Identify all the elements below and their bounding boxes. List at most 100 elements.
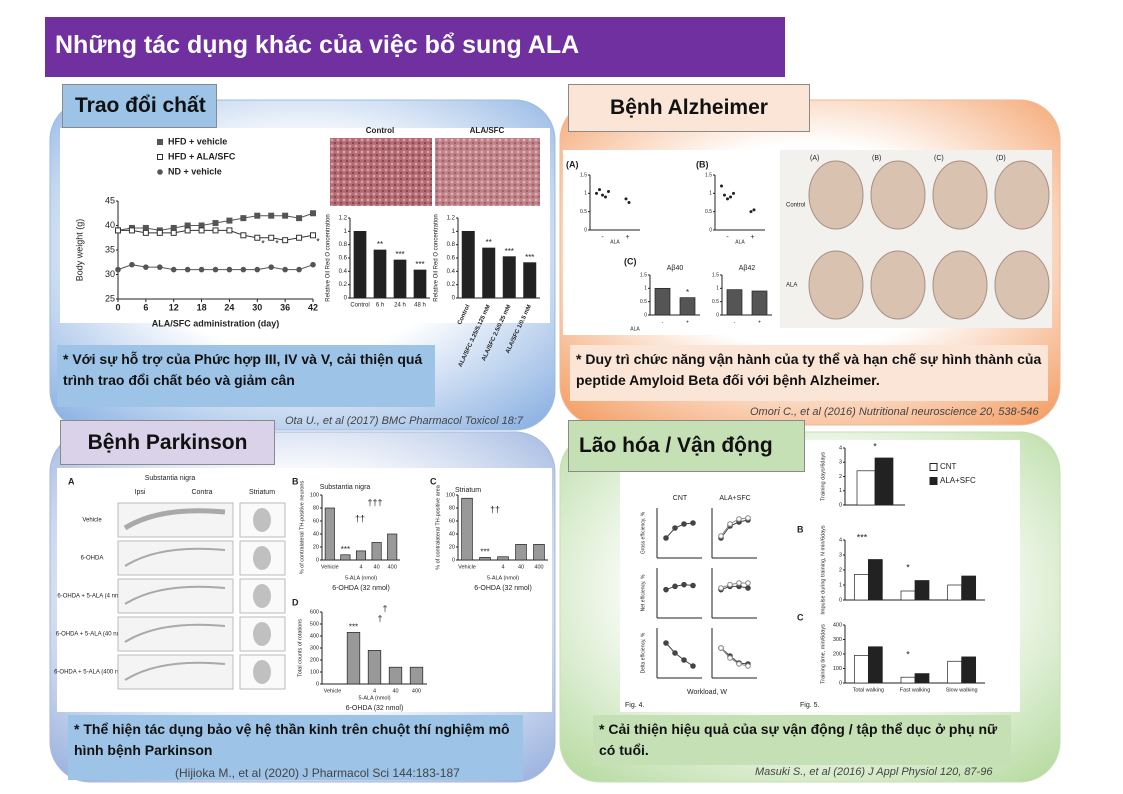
marker [663, 586, 669, 593]
marker [718, 585, 724, 591]
column-label: Striatum [249, 489, 275, 496]
x-tick-label: 4 [373, 688, 376, 694]
marker [170, 224, 177, 231]
dot [720, 184, 723, 188]
y-tick-label: 0.5 [712, 299, 719, 305]
panel-heading: Trao đổi chất [62, 84, 217, 128]
annotation: * [275, 238, 279, 248]
marker [736, 516, 742, 522]
chart-label: C [797, 612, 804, 622]
y-tick-label: 0.2 [339, 282, 348, 288]
y-tick-label: 400 [310, 633, 319, 639]
x-tick-label: Slow walking [946, 687, 978, 693]
marker [310, 232, 316, 239]
x-tick-label: + [758, 319, 761, 325]
row-label: Vehicle [82, 518, 102, 524]
image-label: (A) [810, 155, 819, 162]
striatum [253, 584, 271, 608]
y-tick-label: 0 [452, 296, 456, 302]
chart-label: D [292, 597, 299, 607]
caption: * Duy trì chức năng vận hành của ty thể … [570, 345, 1048, 401]
row-label: 6-OHDA [81, 556, 104, 562]
bar [874, 457, 894, 506]
bar [497, 556, 509, 561]
bar [373, 249, 387, 299]
citation: Ota U., et al (2017) BMC Pharmacol Toxic… [285, 415, 524, 427]
significance: *** [505, 247, 514, 256]
row-label: 6-OHDA + 5-ALA (400 nmol) [54, 670, 130, 676]
brain-section [870, 160, 926, 230]
y-tick-label: 0.6 [339, 256, 348, 262]
y-tick-label: 40 [313, 531, 319, 537]
bar [856, 470, 876, 506]
marker [681, 657, 687, 663]
x-tick-label: 40 [374, 564, 380, 570]
y-tick-label: 0 [839, 502, 842, 508]
striatum [253, 660, 271, 684]
x-tick-label: 30 [252, 302, 262, 312]
y-tick-label: 0.5 [640, 299, 647, 305]
x-tick-label: 36 [280, 302, 290, 312]
brain-section [932, 250, 988, 320]
marker [212, 220, 219, 227]
x-axis-label: ALA [735, 239, 745, 245]
bar [853, 655, 869, 684]
annotation: † [382, 603, 387, 613]
y-tick-label: 60 [449, 518, 455, 524]
marker [296, 266, 302, 273]
marker [170, 229, 177, 236]
column-label: ALA+SFC [719, 495, 750, 502]
bar [353, 230, 367, 299]
marker [212, 227, 219, 234]
marker [663, 535, 669, 541]
annotation: † [377, 613, 382, 623]
marker [718, 533, 724, 539]
bar [751, 290, 768, 316]
y-tick-label: 0.8 [339, 242, 348, 248]
x-tick-label: + [686, 319, 689, 325]
annotation: †† [490, 504, 500, 514]
bar [393, 259, 407, 299]
marker [157, 154, 163, 160]
y-tick-label: 4 [839, 537, 842, 543]
x-tick-label: - [726, 234, 729, 241]
figure-label: Fig. 4. [625, 702, 645, 709]
x-tick-label: Vehicle [458, 564, 476, 570]
brain-section [994, 160, 1050, 230]
x-tick-label: 400 [534, 564, 543, 570]
marker [282, 212, 289, 219]
marker [240, 232, 247, 239]
bar [324, 507, 335, 561]
striatum [253, 508, 271, 532]
annotation: *** [857, 532, 868, 542]
legend-label: CNT [940, 462, 957, 471]
row-label: ALA [786, 283, 797, 289]
marker [672, 525, 678, 531]
marker [681, 581, 687, 588]
y-axis-label: % of contralateral TH-positive area [435, 484, 441, 570]
x-tick-label: 400 [412, 688, 421, 694]
series-line [720, 517, 749, 537]
bar [482, 247, 496, 299]
significance: *** [415, 260, 424, 269]
brain-section [932, 160, 988, 230]
bar [900, 590, 916, 601]
dot [723, 193, 726, 197]
dot [595, 191, 598, 195]
bar [388, 666, 403, 685]
y-tick-label: 0 [839, 680, 842, 686]
marker [226, 217, 233, 224]
x-tick-label: 24 h [394, 303, 406, 309]
series-line [720, 647, 749, 667]
series-line [720, 585, 749, 591]
brain-section [994, 250, 1050, 320]
image-label: Control [366, 126, 394, 135]
chart-label: C [430, 476, 437, 486]
marker [184, 227, 191, 234]
bar [961, 656, 977, 684]
bar [654, 287, 671, 316]
marker [156, 264, 163, 270]
panel-heading: Bệnh Parkinson [60, 420, 275, 465]
marker [170, 266, 177, 273]
